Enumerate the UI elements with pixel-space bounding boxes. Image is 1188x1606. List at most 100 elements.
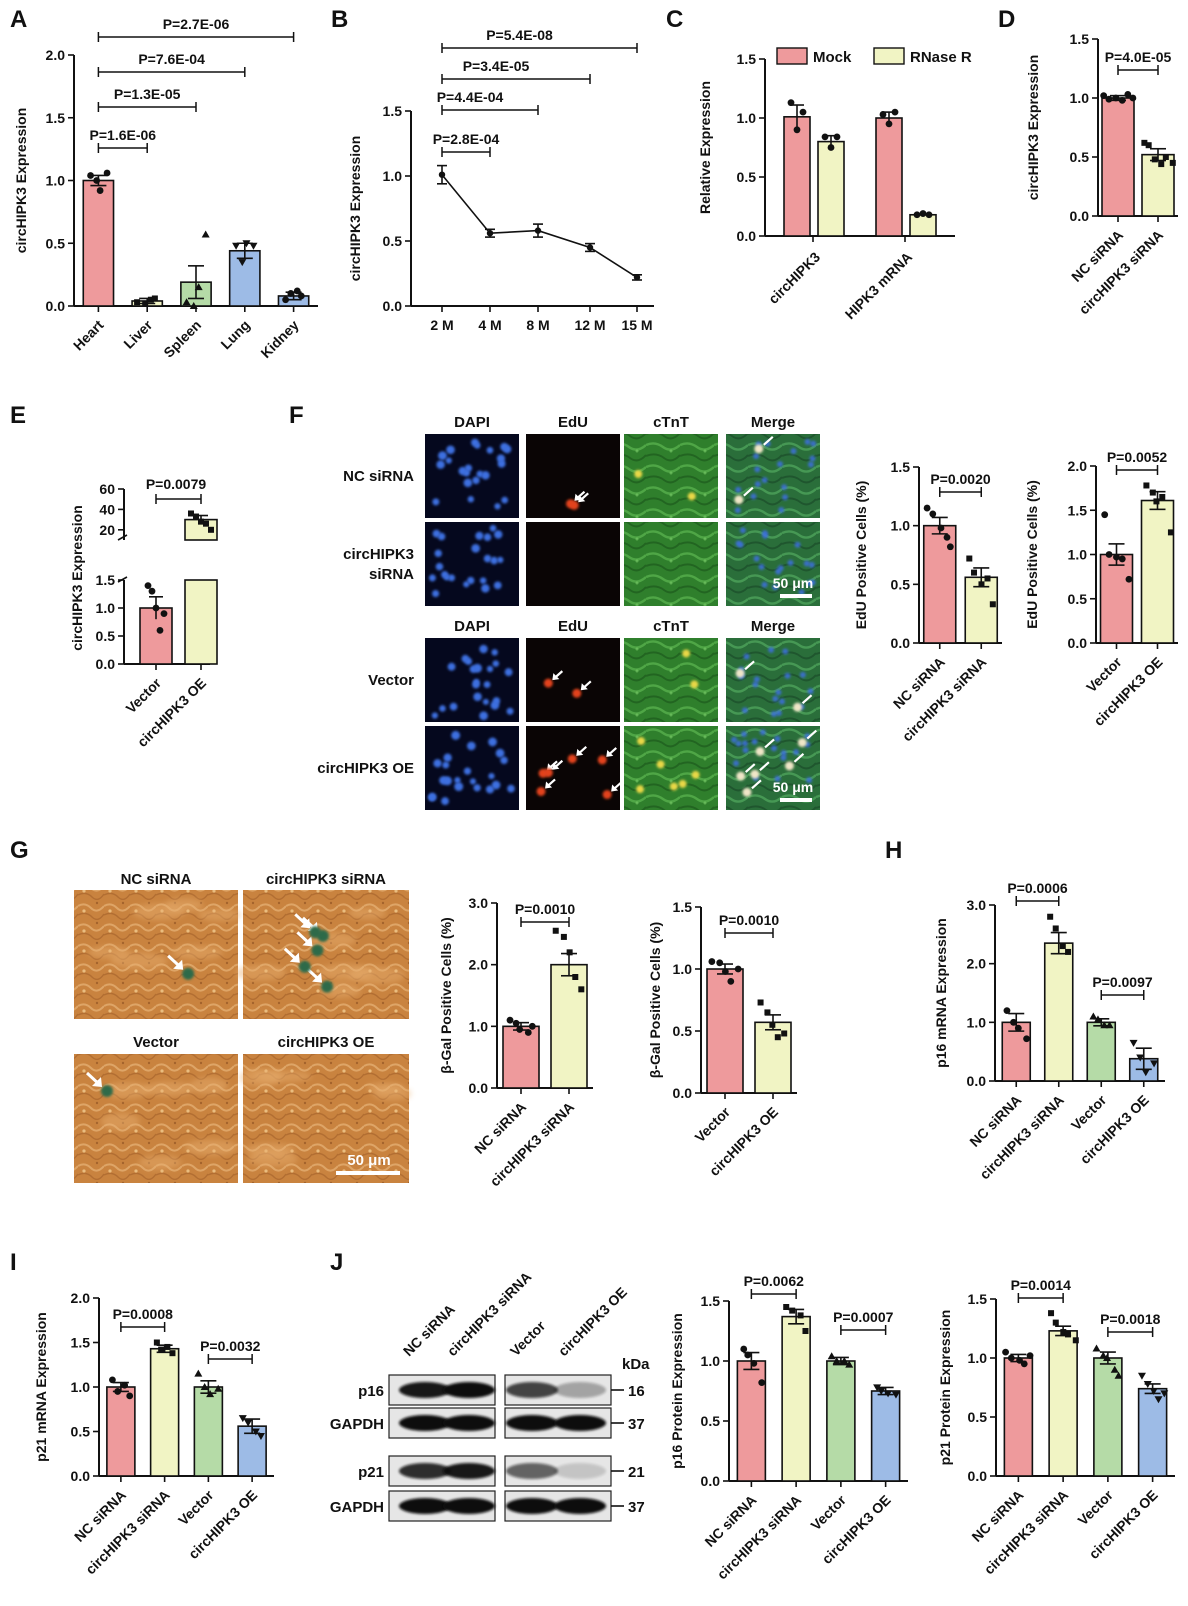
y-axis-label: EdU Positive Cells (%)	[1024, 480, 1040, 629]
column-header: Merge	[751, 618, 795, 635]
nucleus	[485, 785, 495, 794]
nucleus	[435, 562, 444, 571]
chart-A: 0.0 0.5 1.0 1.5 2.0 circHIPK3 Expression Heart…	[13, 16, 318, 361]
nucleus	[494, 503, 501, 510]
data-point	[560, 933, 567, 940]
arrow-icon	[806, 729, 818, 740]
data-point	[1072, 1337, 1079, 1344]
x-tick-label: HIPK3 mRNA	[842, 249, 915, 322]
nucleus	[799, 671, 806, 678]
nucleus	[758, 563, 765, 570]
nucleus	[770, 711, 777, 718]
y-tick-label: 1.5	[701, 1293, 721, 1309]
nucleus	[784, 672, 791, 679]
y-axis-label: circHIPK3 Expression	[347, 136, 363, 282]
chart-G2: 0.0 0.5 1.0 1.5 β-Gal Positive Cells (%) Vect…	[647, 899, 797, 1179]
data-point	[242, 240, 251, 248]
nucleus	[491, 780, 501, 790]
data-point	[1149, 489, 1156, 496]
data-point	[1105, 1021, 1114, 1029]
nucleus	[467, 576, 475, 585]
data-point	[1118, 96, 1126, 104]
nucleus	[446, 445, 455, 455]
arrow-icon	[743, 486, 754, 497]
data-point	[923, 504, 931, 512]
data-point	[971, 569, 978, 576]
data-point	[1149, 1388, 1158, 1396]
blot-row-label: GAPDH	[330, 1499, 384, 1516]
data-point	[1023, 1035, 1030, 1043]
protein-band	[443, 1382, 495, 1398]
y-tick-label: 0.0	[46, 298, 66, 314]
nucleus	[475, 531, 484, 540]
p-value-label: P=0.0008	[113, 1306, 174, 1322]
blue-stained-cell	[182, 967, 195, 980]
data-point	[774, 1034, 781, 1041]
data-point	[512, 1019, 520, 1027]
nucleus	[778, 698, 785, 705]
data-point	[1110, 1365, 1119, 1373]
scale-bar-label: 50 μm	[773, 779, 813, 795]
y-tick-label: 2.0	[71, 1290, 91, 1306]
nucleus	[488, 737, 497, 747]
data-point	[194, 283, 203, 291]
p-value-label: P=5.4E-08	[486, 27, 553, 43]
bar	[826, 1360, 856, 1482]
y-tick-label: 0.5	[383, 233, 403, 249]
data-point	[1101, 511, 1109, 519]
lane-label: Vector	[507, 1317, 549, 1359]
data-point	[200, 1383, 209, 1390]
data-point	[182, 298, 191, 306]
y-tick-label: 1.5	[96, 572, 116, 588]
nucleus	[741, 707, 748, 714]
nucleus	[472, 476, 480, 485]
column-header: DAPI	[454, 618, 490, 635]
blot-row-label: p21	[358, 1464, 384, 1481]
nucleus	[735, 486, 742, 493]
data-point	[287, 290, 295, 297]
data-point	[827, 144, 835, 151]
nucleus	[462, 469, 471, 477]
data-point	[203, 520, 209, 527]
arrow-icon	[576, 748, 584, 756]
x-tick-label: 8 M	[526, 317, 549, 333]
bar	[1140, 499, 1175, 644]
nucleus	[432, 590, 440, 598]
y-axis-label: p21 Protein Expression	[937, 1310, 953, 1466]
bar	[193, 1386, 224, 1477]
p-value-label: P=1.3E-05	[114, 86, 181, 102]
data-point	[885, 120, 893, 128]
panel-letter: F	[289, 402, 304, 429]
arrow-icon	[545, 781, 553, 789]
data-point	[840, 1357, 849, 1364]
data-point	[783, 1304, 790, 1310]
nucleus	[483, 681, 491, 688]
nucleus	[486, 446, 494, 454]
y-tick-label: 3.0	[967, 897, 987, 913]
scale-bar	[336, 1171, 400, 1175]
image-label: NC siRNA	[121, 871, 192, 888]
y-tick-label: 1.5	[71, 1335, 91, 1351]
ctnt-nucleus	[691, 770, 700, 779]
arrow-icon	[300, 918, 311, 929]
nucleus	[441, 797, 449, 806]
data-point	[802, 1328, 809, 1334]
protein-band	[506, 1498, 558, 1514]
p-value-label: P=0.0020	[930, 471, 991, 487]
data-point	[1002, 1348, 1009, 1356]
blue-stained-cell	[100, 1085, 113, 1098]
cell-body	[132, 903, 185, 921]
y-tick-label: 0.5	[891, 576, 911, 592]
data-point	[214, 1384, 223, 1392]
data-point	[943, 534, 951, 541]
nucleus	[776, 461, 783, 468]
data-point	[1113, 553, 1120, 561]
p-value-label: P=0.0018	[1100, 1311, 1161, 1327]
y-tick-label: 1.5	[383, 103, 403, 119]
data-point	[126, 1392, 134, 1400]
data-point	[586, 244, 594, 251]
bar	[706, 968, 744, 1094]
arrow-icon	[552, 673, 560, 681]
nucleus	[743, 653, 750, 660]
